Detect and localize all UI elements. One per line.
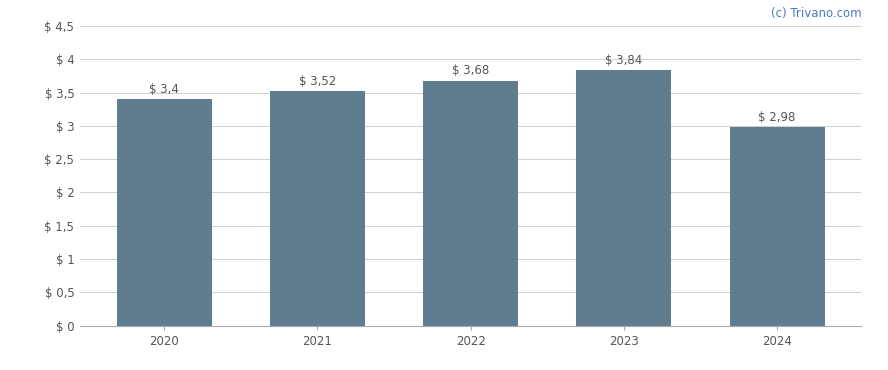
Text: $ 2,98: $ 2,98 xyxy=(758,111,796,124)
Text: $ 3,52: $ 3,52 xyxy=(298,75,336,88)
Bar xyxy=(270,91,365,326)
Text: $ 3,84: $ 3,84 xyxy=(606,54,643,67)
Bar xyxy=(116,99,211,326)
Text: $ 3,68: $ 3,68 xyxy=(452,64,489,77)
Bar xyxy=(424,81,518,326)
Bar xyxy=(576,70,671,326)
Bar xyxy=(730,127,825,326)
Text: $ 3,4: $ 3,4 xyxy=(149,83,179,96)
Text: (c) Trivano.com: (c) Trivano.com xyxy=(771,7,861,20)
